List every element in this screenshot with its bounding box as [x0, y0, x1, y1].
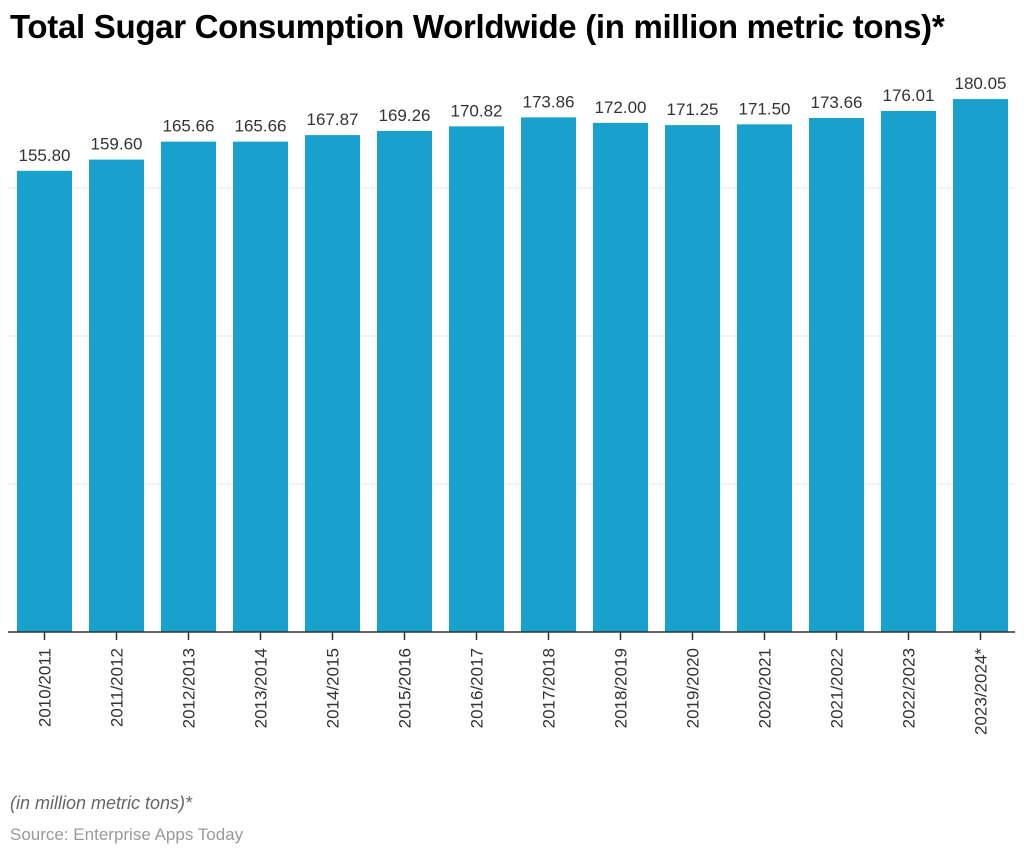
bar [377, 130, 432, 632]
data-label: 173.66 [811, 93, 863, 112]
bar [161, 141, 216, 632]
data-label: 171.25 [667, 100, 719, 119]
bar [521, 117, 576, 633]
chart-source: Source: Enterprise Apps Today [10, 825, 244, 844]
data-label: 180.05 [955, 74, 1007, 93]
data-label: 169.26 [379, 106, 431, 125]
bar [953, 99, 1008, 632]
bar [809, 117, 864, 632]
x-tick-label: 2010/2011 [36, 648, 55, 727]
x-tick-label: 2013/2014 [252, 648, 271, 728]
x-tick-label: 2020/2021 [756, 648, 775, 728]
bar [17, 170, 72, 632]
x-tick-label: 2015/2016 [396, 648, 415, 728]
bar [665, 125, 720, 632]
x-tick-label: 2011/2012 [108, 648, 127, 727]
x-tick-label: 2014/2015 [324, 648, 343, 728]
bar [89, 159, 144, 633]
x-tick-label: 2022/2023 [900, 648, 919, 728]
data-label: 159.60 [91, 135, 143, 154]
bar [305, 135, 360, 632]
chart-title: Total Sugar Consumption Worldwide (in mi… [10, 8, 945, 45]
data-label: 165.66 [163, 117, 215, 136]
bar [593, 122, 648, 632]
chart-note: (in million metric tons)* [10, 793, 193, 813]
data-label: 171.50 [739, 99, 791, 118]
bar [881, 111, 936, 633]
bar [449, 126, 504, 632]
x-tick-label: 2017/2018 [540, 648, 559, 728]
bar [233, 141, 288, 632]
x-tick-label: 2019/2020 [684, 648, 703, 728]
data-label: 172.00 [595, 98, 647, 117]
data-label: 170.82 [451, 101, 503, 120]
x-tick-label: 2016/2017 [468, 648, 487, 728]
x-tick-label: 2012/2013 [180, 648, 199, 728]
x-tick-label: 2023/2024* [972, 648, 991, 735]
x-tick-label: 2018/2019 [612, 648, 631, 728]
x-tick-label: 2021/2022 [828, 648, 847, 728]
data-label: 167.87 [307, 110, 359, 129]
data-label: 176.01 [883, 86, 935, 105]
data-label: 165.66 [235, 117, 287, 136]
data-label: 173.86 [523, 92, 575, 111]
data-label: 155.80 [19, 146, 71, 165]
bar [737, 124, 792, 633]
bar-chart: 155.80 2010/2011 159.60 2011/2012 165.66 2012… [8, 74, 1015, 735]
